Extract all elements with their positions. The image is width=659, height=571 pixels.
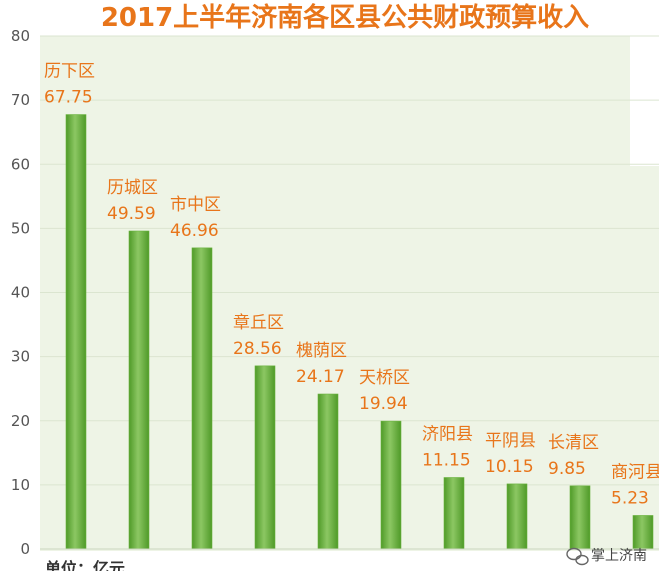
y-axis-ticks: 0 10 20 30 40 50 60 70 80 — [11, 27, 30, 558]
category-label: 天桥区 — [359, 368, 410, 388]
value-label: 28.56 — [233, 339, 282, 359]
value-label: 9.85 — [548, 459, 586, 479]
y-tick-label: 70 — [11, 91, 30, 109]
y-tick-label: 0 — [20, 540, 30, 558]
bar — [128, 230, 150, 550]
unit-note: 单位：亿元 — [45, 559, 125, 571]
bar — [380, 420, 402, 550]
bar — [569, 485, 591, 550]
chart-title: 2017上半年济南各区县公共财政预算收入 — [101, 2, 589, 33]
category-label: 济阳县 — [422, 425, 473, 445]
y-tick-label: 30 — [11, 348, 30, 366]
y-tick-label: 20 — [11, 412, 30, 430]
watermark: 掌上济南 — [566, 547, 647, 566]
y-tick-label: 10 — [11, 476, 30, 494]
category-label: 历下区 — [44, 62, 95, 82]
bars — [65, 114, 654, 550]
category-label: 市中区 — [170, 195, 221, 215]
value-label: 5.23 — [611, 488, 649, 508]
category-label: 长清区 — [548, 433, 599, 453]
category-label: 平阴县 — [485, 431, 536, 451]
y-tick-label: 50 — [11, 219, 30, 237]
background-notch — [630, 36, 659, 166]
value-label: 11.15 — [422, 451, 471, 471]
value-label: 46.96 — [170, 221, 219, 241]
value-label: 19.94 — [359, 394, 408, 414]
bar — [65, 114, 87, 550]
category-label: 章丘区 — [233, 313, 284, 333]
bar — [254, 365, 276, 550]
bar — [317, 393, 339, 550]
y-tick-label: 40 — [11, 284, 30, 302]
bar — [443, 477, 465, 550]
category-label: 商河县 — [611, 462, 659, 482]
watermark-text: 掌上济南 — [591, 548, 647, 564]
value-label: 10.15 — [485, 457, 534, 477]
value-label: 49.59 — [107, 204, 156, 224]
bar-labels: 历下区 67.75 历城区 49.59 市中区 46.96 章丘区 28.56 槐荫区 24.17… — [44, 62, 659, 509]
category-label: 槐荫区 — [296, 341, 347, 361]
bar — [632, 515, 654, 550]
value-label: 67.75 — [44, 88, 93, 108]
y-tick-label: 60 — [11, 155, 30, 173]
category-label: 历城区 — [107, 178, 158, 198]
bar — [191, 247, 213, 550]
value-label: 24.17 — [296, 367, 345, 387]
bar — [506, 483, 528, 550]
wechat-icon — [566, 547, 589, 566]
y-tick-label: 80 — [11, 27, 30, 45]
